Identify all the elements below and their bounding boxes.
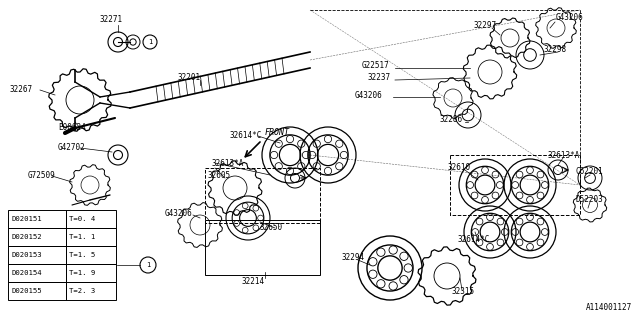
Text: 32298: 32298 (543, 45, 566, 54)
Bar (8, 264, 66, 282)
Text: 32286: 32286 (440, 116, 463, 124)
Text: 32614*C: 32614*C (458, 236, 490, 244)
Text: 32315: 32315 (452, 287, 475, 297)
Text: 32201: 32201 (178, 74, 201, 83)
Bar (8, 210, 66, 228)
Text: T=0. 4: T=0. 4 (69, 216, 95, 222)
Text: T=2. 3: T=2. 3 (69, 288, 95, 294)
Text: D020152: D020152 (11, 234, 42, 240)
Bar (205, 220, 320, 275)
Bar (8, 282, 66, 300)
Text: G43206: G43206 (165, 209, 193, 218)
Bar (66, 228, 116, 246)
Bar (205, 168, 320, 223)
Text: D52203: D52203 (576, 196, 604, 204)
Text: 32614*C: 32614*C (230, 132, 262, 140)
Text: D020154: D020154 (11, 270, 42, 276)
Bar (66, 246, 116, 264)
Text: 32237: 32237 (368, 74, 391, 83)
Text: 32297: 32297 (474, 20, 497, 29)
Text: 32613*A: 32613*A (212, 158, 244, 167)
Text: 32650: 32650 (260, 223, 283, 233)
Text: C62201: C62201 (576, 167, 604, 177)
Text: G22517: G22517 (362, 60, 390, 69)
Text: FRONT: FRONT (265, 128, 290, 137)
Text: D020153: D020153 (11, 252, 42, 258)
Text: T=1. 1: T=1. 1 (69, 234, 95, 240)
Bar (66, 210, 116, 228)
Text: 32214: 32214 (242, 277, 265, 286)
Bar (66, 282, 116, 300)
Text: A114001127: A114001127 (586, 303, 632, 312)
Text: D020151: D020151 (11, 216, 42, 222)
Text: G42702: G42702 (58, 143, 86, 153)
Text: 32605: 32605 (208, 171, 231, 180)
Bar (450, 155, 580, 215)
Text: D020155: D020155 (11, 288, 42, 294)
Text: T=1. 9: T=1. 9 (69, 270, 95, 276)
Text: G43206: G43206 (355, 91, 383, 100)
Text: 32613*A: 32613*A (548, 150, 580, 159)
Text: 32294: 32294 (342, 253, 365, 262)
Text: 32271: 32271 (100, 15, 123, 25)
Text: 1: 1 (146, 262, 150, 268)
Text: 1: 1 (148, 39, 152, 45)
Text: T=1. 5: T=1. 5 (69, 252, 95, 258)
Bar (8, 228, 66, 246)
Text: E00624: E00624 (58, 124, 86, 132)
Text: G43206: G43206 (556, 13, 584, 22)
Text: 32267: 32267 (10, 85, 33, 94)
Text: G72509: G72509 (28, 172, 56, 180)
Bar (8, 246, 66, 264)
Text: 32610: 32610 (447, 164, 470, 172)
Bar (66, 264, 116, 282)
